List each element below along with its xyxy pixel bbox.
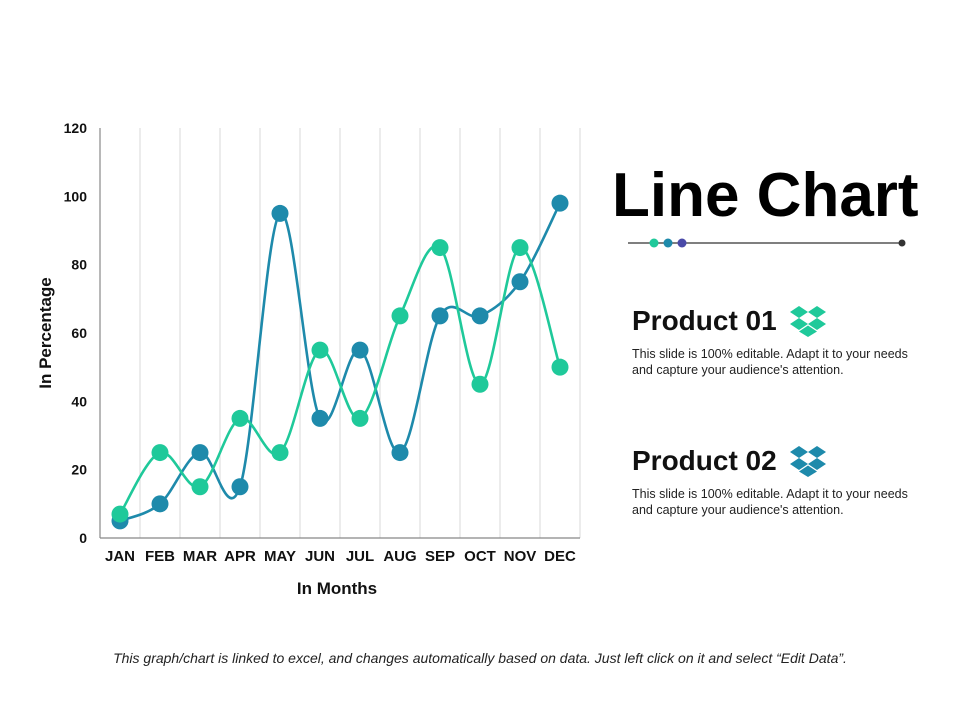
- data-point: [471, 307, 489, 325]
- data-point: [231, 409, 249, 427]
- data-point: [391, 444, 409, 462]
- data-point: [511, 273, 529, 291]
- divider-dot: [649, 238, 659, 248]
- x-tick-label: AUG: [383, 548, 416, 565]
- y-tick-label: 80: [71, 257, 87, 273]
- data-point: [311, 409, 329, 427]
- x-tick-label: APR: [224, 548, 256, 565]
- x-tick-label: NOV: [504, 548, 537, 565]
- series-1: [111, 194, 569, 530]
- y-tick-label: 40: [71, 393, 87, 409]
- series-2: [111, 239, 569, 523]
- footnote: This graph/chart is linked to excel, and…: [113, 650, 847, 666]
- product-02-description: This slide is 100% editable. Adapt it to…: [632, 487, 908, 517]
- data-point: [391, 307, 409, 325]
- dropbox-icon: [789, 306, 826, 337]
- x-tick-label: FEB: [145, 548, 175, 565]
- data-point: [271, 204, 289, 222]
- divider-end-dot: [898, 239, 906, 247]
- product-01-title: Product 01: [632, 305, 777, 336]
- product-02-block: Product 02 This slide is 100% editable. …: [632, 444, 922, 518]
- product-01-block: Product 01 This slide is 100% editable. …: [632, 304, 922, 378]
- y-tick-label: 100: [64, 188, 88, 204]
- data-point: [471, 375, 489, 393]
- slide-title: Line Chart: [612, 161, 919, 230]
- data-point: [551, 358, 569, 376]
- x-tick-label: MAR: [183, 548, 217, 565]
- data-point: [111, 505, 129, 523]
- data-point: [431, 307, 449, 325]
- title-divider: [628, 238, 906, 248]
- y-tick-label: 120: [64, 120, 88, 136]
- x-tick-label: JAN: [105, 548, 135, 565]
- data-point: [311, 341, 329, 359]
- data-point: [511, 239, 529, 257]
- data-point: [351, 409, 369, 427]
- x-axis-label: In Months: [297, 579, 377, 598]
- data-point: [351, 341, 369, 359]
- y-tick-label: 0: [79, 530, 87, 546]
- data-point: [231, 478, 249, 496]
- dropbox-icon: [789, 446, 826, 477]
- y-axis-ticks: 0 20 40 60 80 100 120: [64, 120, 88, 546]
- data-point: [551, 194, 569, 212]
- x-tick-label: JUL: [346, 548, 374, 565]
- data-point: [191, 444, 209, 462]
- x-tick-label: DEC: [544, 548, 576, 565]
- x-tick-label: MAY: [264, 548, 296, 565]
- x-tick-label: OCT: [464, 548, 496, 565]
- x-axis-ticks: JAN FEB MAR APR MAY JUN JUL AUG SEP OCT NOV DEC: [105, 548, 576, 565]
- y-axis-label: In Percentage: [36, 277, 55, 389]
- x-tick-label: SEP: [425, 548, 455, 565]
- divider-dot: [663, 238, 673, 248]
- product-02-title: Product 02: [632, 445, 777, 476]
- chart-grid: [99, 128, 581, 539]
- y-tick-label: 20: [71, 462, 87, 478]
- data-point: [191, 478, 209, 496]
- line-chart: 0 20 40 60 80 100 120 JAN FEB MAR APR MAY JUN JUL AUG…: [36, 120, 581, 598]
- y-tick-label: 60: [71, 325, 87, 341]
- data-point: [431, 239, 449, 257]
- data-point: [151, 444, 169, 462]
- chart-series: [111, 194, 569, 530]
- data-point: [271, 444, 289, 462]
- product-01-description: This slide is 100% editable. Adapt it to…: [632, 347, 908, 377]
- data-point: [151, 495, 169, 513]
- divider-dot: [677, 238, 687, 248]
- x-tick-label: JUN: [305, 548, 335, 565]
